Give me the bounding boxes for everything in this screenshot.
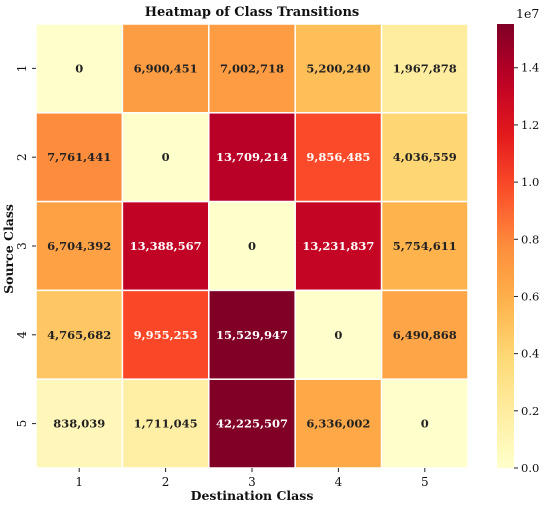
cell-value-label-r1-c5: 1,967,878 bbox=[393, 61, 457, 75]
x-tick-label-3: 3 bbox=[248, 475, 256, 489]
y-tick-label-1: 1 bbox=[15, 65, 29, 73]
x-tick-label-2: 2 bbox=[162, 475, 170, 489]
y-tick-label-4: 4 bbox=[15, 331, 29, 339]
cell-value-label-r5-c2: 1,711,045 bbox=[134, 417, 198, 431]
cell-value-label-r5-c5: 0 bbox=[421, 417, 429, 431]
y-tick-label-2: 2 bbox=[15, 153, 29, 161]
cell-value-label-r3-c3: 0 bbox=[248, 239, 256, 253]
cell-value-label-r4-c2: 9,955,253 bbox=[134, 328, 198, 342]
colorbar-gradient bbox=[497, 24, 514, 468]
cell-value-label-r1-c4: 5,200,240 bbox=[306, 61, 370, 75]
cell-value-label-r4-c5: 6,490,868 bbox=[393, 328, 457, 342]
colorbar-tick-label-4: 0.8 bbox=[521, 232, 539, 246]
cell-value-label-r5-c4: 6,336,002 bbox=[306, 417, 370, 431]
colorbar: 0.0 0.2 0.4 0.6 0.8 1.0 1.2 1.4 1e7 bbox=[497, 6, 539, 475]
cell-value-label-r4-c1: 4,765,682 bbox=[47, 328, 111, 342]
cell-value-label-r1-c3: 7,002,718 bbox=[220, 61, 284, 75]
cell-value-label-r3-c4: 13,231,837 bbox=[302, 239, 374, 253]
cell-value-label-r2-c2: 0 bbox=[162, 150, 170, 164]
colorbar-tick-label-1: 0.2 bbox=[521, 404, 539, 418]
y-tick-label-3: 3 bbox=[15, 242, 29, 250]
colorbar-tick-label-5: 1.0 bbox=[521, 175, 539, 189]
x-axis-ticks: 1 2 3 4 5 bbox=[75, 468, 428, 489]
cell-value-label-r3-c2: 13,388,567 bbox=[130, 239, 202, 253]
y-axis-ticks: 1 2 3 4 5 bbox=[15, 65, 36, 428]
cell-value-label-r2-c1: 7,761,441 bbox=[47, 150, 111, 164]
y-axis-label: Source Class bbox=[1, 204, 16, 294]
cell-value-label-r4-c3: 15,529,947 bbox=[216, 328, 288, 342]
y-tick-label-5: 5 bbox=[15, 420, 29, 428]
cell-value-label-r3-c1: 6,704,392 bbox=[47, 239, 111, 253]
cell-value-label-r1-c2: 6,900,451 bbox=[134, 61, 198, 75]
cell-value-label-r4-c4: 0 bbox=[334, 328, 342, 342]
cell-value-label-r2-c3: 13,709,214 bbox=[216, 150, 288, 164]
colorbar-tick-label-7: 1.4 bbox=[521, 61, 539, 75]
x-axis-label: Destination Class bbox=[191, 488, 314, 503]
cell-value-label-r2-c5: 4,036,559 bbox=[393, 150, 457, 164]
chart-title: Heatmap of Class Transitions bbox=[145, 5, 360, 20]
colorbar-tick-label-2: 0.4 bbox=[521, 347, 539, 361]
x-tick-label-1: 1 bbox=[75, 475, 83, 489]
cell-value-label-r3-c5: 5,754,611 bbox=[393, 239, 457, 253]
colorbar-exponent-label: 1e7 bbox=[516, 6, 539, 21]
cell-value-label-r5-c3: 42,225,507 bbox=[216, 417, 288, 431]
x-tick-label-4: 4 bbox=[335, 475, 343, 489]
colorbar-tick-label-6: 1.2 bbox=[521, 118, 539, 132]
cell-value-label-r1-c1: 0 bbox=[75, 61, 83, 75]
cell-value-label-r5-c1: 838,039 bbox=[53, 417, 105, 431]
cell-value-label-r2-c4: 9,856,485 bbox=[306, 150, 370, 164]
x-tick-label-5: 5 bbox=[421, 475, 429, 489]
colorbar-tick-label-3: 0.6 bbox=[521, 289, 539, 303]
colorbar-tick-label-0: 0.0 bbox=[521, 461, 539, 475]
